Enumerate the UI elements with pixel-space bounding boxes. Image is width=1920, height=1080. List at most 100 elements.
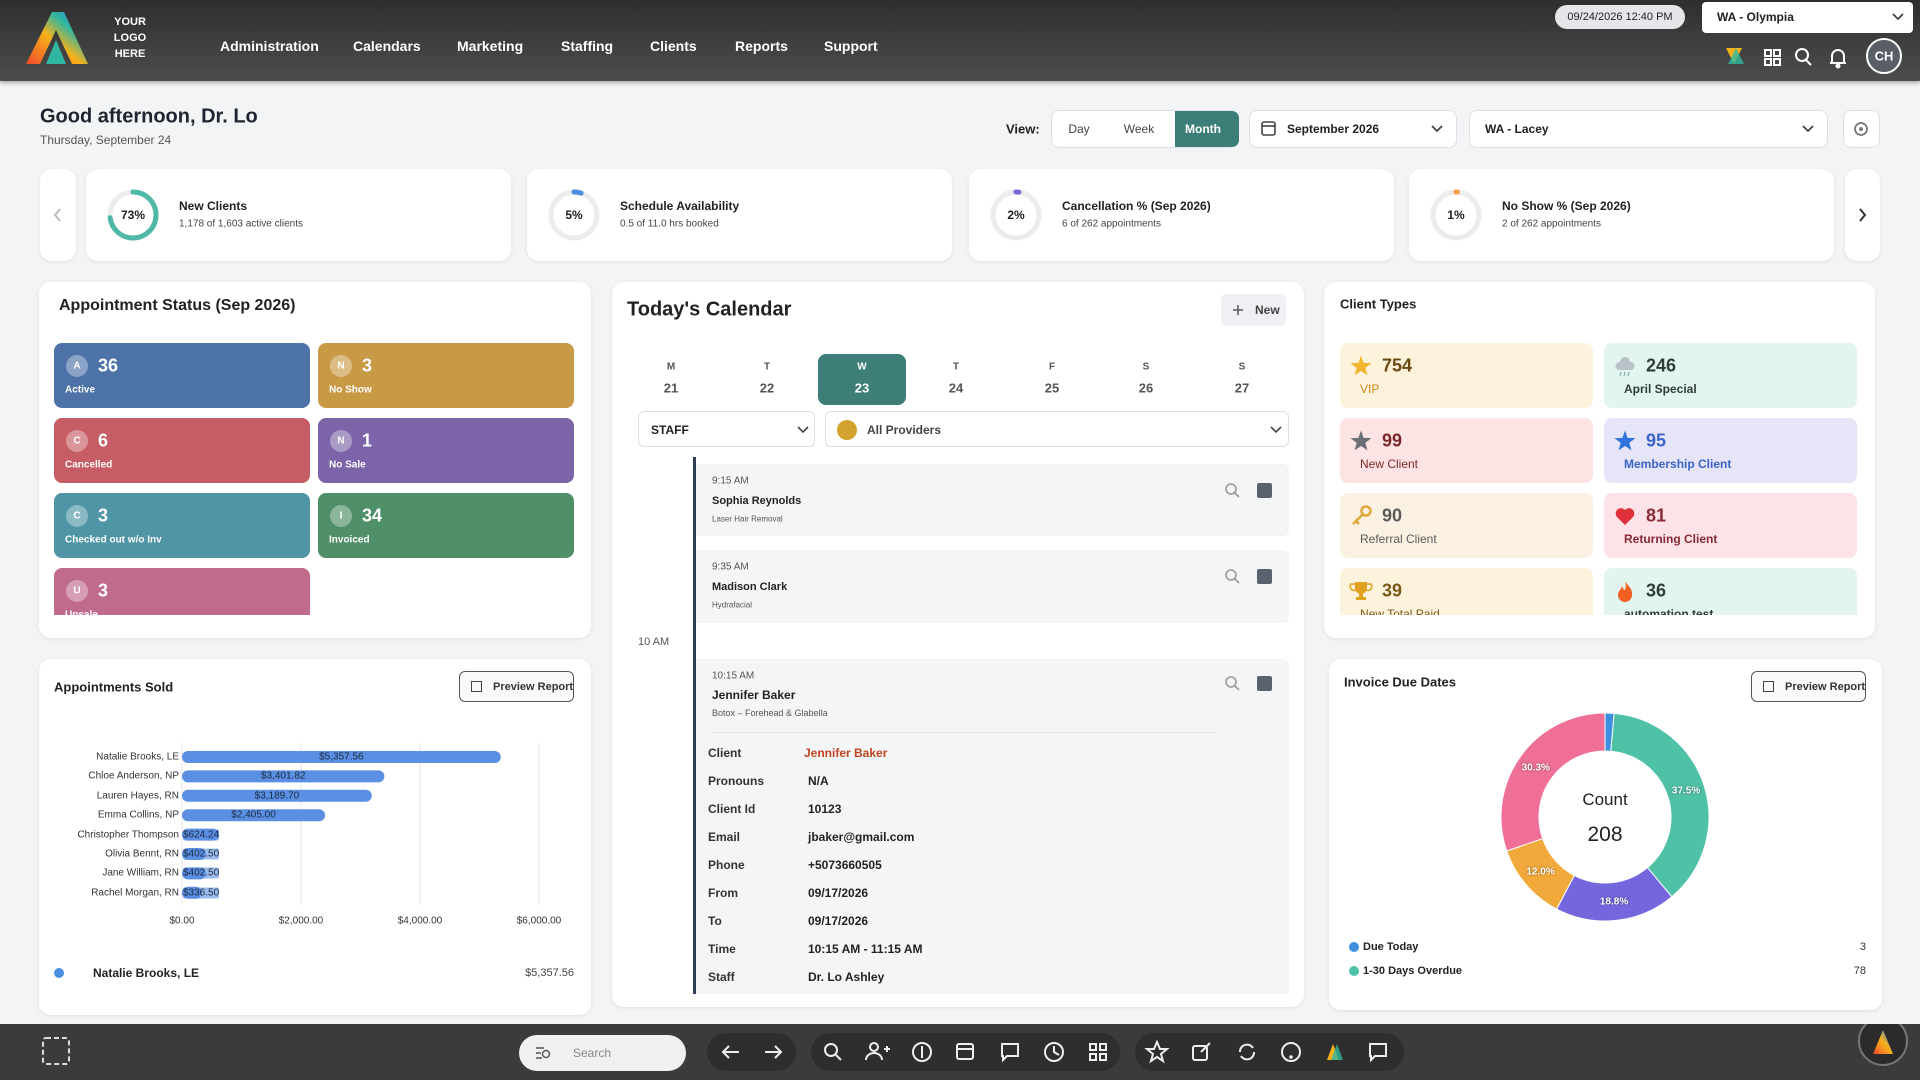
- day-date[interactable]: 27: [1234, 380, 1250, 396]
- client-type-tile[interactable]: 90 Referral Client: [1340, 493, 1593, 558]
- search-box[interactable]: Search: [519, 1035, 686, 1071]
- assistant-button[interactable]: [1858, 1024, 1908, 1066]
- client-type-icon: [1615, 357, 1635, 377]
- day-date[interactable]: 25: [1044, 380, 1060, 396]
- calendar-action[interactable]: [1257, 483, 1272, 498]
- nav-item[interactable]: Calendars: [353, 38, 421, 54]
- status-count: 36: [98, 355, 119, 376]
- day-letter[interactable]: W: [857, 361, 867, 373]
- client-type-tile[interactable]: 81 Returning Client: [1604, 493, 1857, 558]
- location-select[interactable]: [1702, 2, 1913, 33]
- settings-button[interactable]: [1843, 110, 1880, 148]
- calendar-action[interactable]: [1257, 676, 1272, 691]
- day-letter[interactable]: M: [666, 361, 676, 373]
- view-option[interactable]: Week: [1123, 122, 1155, 136]
- nav-item[interactable]: Reports: [735, 38, 788, 54]
- client-type-label: VIP: [1360, 382, 1380, 396]
- calendar-tool[interactable]: [956, 1043, 974, 1060]
- client-type-icon: [1352, 505, 1372, 525]
- nav-item[interactable]: Administration: [220, 38, 319, 54]
- select-tool[interactable]: [42, 1037, 70, 1065]
- chat-tool[interactable]: [1369, 1043, 1387, 1063]
- nav-item[interactable]: Staffing: [561, 38, 614, 54]
- provider-select[interactable]: All Providers: [825, 411, 1289, 447]
- status-tile[interactable]: U 3 Upsale: [54, 568, 310, 615]
- avatar[interactable]: [1866, 38, 1902, 74]
- appointment-card[interactable]: 9:35 AM Madison Clark Hydrafacial: [693, 550, 1289, 623]
- ring-value: [107, 189, 159, 241]
- status-initial: C: [73, 510, 81, 522]
- location-filter[interactable]: [1469, 110, 1828, 148]
- day-letter[interactable]: S: [1238, 361, 1246, 373]
- kpi-prev[interactable]: [40, 169, 76, 261]
- appointment-card[interactable]: 10:15 AM Jennifer Baker Botox – Forehead &…: [693, 659, 1289, 994]
- search-icon[interactable]: [1795, 48, 1812, 66]
- client-type-tile[interactable]: 39 New Total Paid: [1340, 568, 1593, 615]
- status-tile[interactable]: C 3 Checked out w/o Inv: [54, 493, 310, 558]
- client-type-tile[interactable]: 95 Membership Client: [1604, 418, 1857, 483]
- status-count: 3: [362, 355, 373, 376]
- day-letter[interactable]: T: [952, 361, 960, 373]
- panel-title: Invoice Due Dates: [1344, 674, 1456, 690]
- y-tick-label: Olivia Bennt, RN: [105, 848, 179, 860]
- status-tile[interactable]: C 6 Cancelled: [54, 418, 310, 483]
- clock-tool[interactable]: [1044, 1042, 1064, 1062]
- forward-button[interactable]: [765, 1045, 783, 1059]
- day-date[interactable]: 22: [759, 380, 775, 396]
- preview-button[interactable]: Preview Report: [459, 671, 574, 702]
- nav-item[interactable]: Marketing: [457, 38, 524, 54]
- view-option[interactable]: Month: [1185, 122, 1221, 136]
- day-letter[interactable]: S: [1142, 361, 1150, 373]
- help-tool[interactable]: [1281, 1042, 1301, 1062]
- calendar-action[interactable]: [1257, 569, 1272, 584]
- search-action[interactable]: [1225, 569, 1240, 584]
- messages-tool[interactable]: [1001, 1043, 1019, 1063]
- status-tile[interactable]: I 34 Invoiced: [318, 493, 574, 558]
- bell-icon[interactable]: [1830, 49, 1846, 69]
- refresh-tool[interactable]: [1239, 1043, 1255, 1061]
- kpi-card: 1% No Show % (Sep 2026) 2 of 262 appointme…: [1409, 169, 1834, 261]
- day-date[interactable]: 23: [854, 380, 870, 396]
- pay-tool[interactable]: [912, 1042, 932, 1062]
- kpi-percent: 2%: [1007, 208, 1025, 222]
- day-date[interactable]: 21: [663, 380, 679, 396]
- nav-item[interactable]: Clients: [650, 38, 697, 54]
- favorite-tool[interactable]: [1144, 1039, 1170, 1064]
- lens: [1225, 483, 1237, 495]
- add-client-tool[interactable]: [865, 1042, 890, 1061]
- apps-tool[interactable]: [1089, 1043, 1107, 1061]
- appointment-time: 9:35 AM: [712, 561, 749, 573]
- search-action[interactable]: [1225, 676, 1240, 691]
- grid-icon[interactable]: [1764, 49, 1781, 66]
- day-letter[interactable]: F: [1048, 361, 1056, 373]
- day-letter[interactable]: T: [763, 361, 771, 373]
- client-type-tile[interactable]: 36 automation test: [1604, 568, 1857, 615]
- nav-item[interactable]: Support: [824, 38, 878, 54]
- view-option[interactable]: Day: [1068, 122, 1090, 136]
- kpi-next[interactable]: [1845, 169, 1880, 261]
- location-value[interactable]: WA - Olympia: [1717, 10, 1794, 24]
- brand-tool[interactable]: [1327, 1044, 1343, 1060]
- logo[interactable]: [22, 10, 94, 68]
- client-type-tile[interactable]: 99 New Client: [1340, 418, 1593, 483]
- preview-button[interactable]: Preview Report: [1751, 671, 1866, 702]
- search-tool[interactable]: [824, 1043, 842, 1061]
- client-type-tile[interactable]: 754 VIP: [1340, 343, 1593, 408]
- back-button[interactable]: [721, 1045, 739, 1059]
- day-date[interactable]: 24: [948, 380, 964, 396]
- staff-select[interactable]: STAFF: [638, 411, 815, 447]
- search-action[interactable]: [1225, 483, 1240, 498]
- open-tool[interactable]: [1192, 1042, 1211, 1061]
- status-tile[interactable]: N 3 No Show: [318, 343, 574, 408]
- month-select[interactable]: [1249, 110, 1457, 148]
- preview-label: Preview Report: [1785, 681, 1866, 693]
- card-actions: [1225, 483, 1272, 498]
- client-type-tile[interactable]: 246 April Special: [1604, 343, 1857, 408]
- avatar-initials: CH: [1874, 48, 1894, 64]
- day-date[interactable]: 26: [1138, 380, 1154, 396]
- new-button[interactable]: New: [1221, 294, 1286, 326]
- status-tile[interactable]: N 1 No Sale: [318, 418, 574, 483]
- appointment-card[interactable]: 9:15 AM Sophia Reynolds Laser Hair Removal: [693, 464, 1289, 536]
- datetime: 09/24/2026 12:40 PM: [1567, 11, 1673, 23]
- status-tile[interactable]: A 36 Active: [54, 343, 310, 408]
